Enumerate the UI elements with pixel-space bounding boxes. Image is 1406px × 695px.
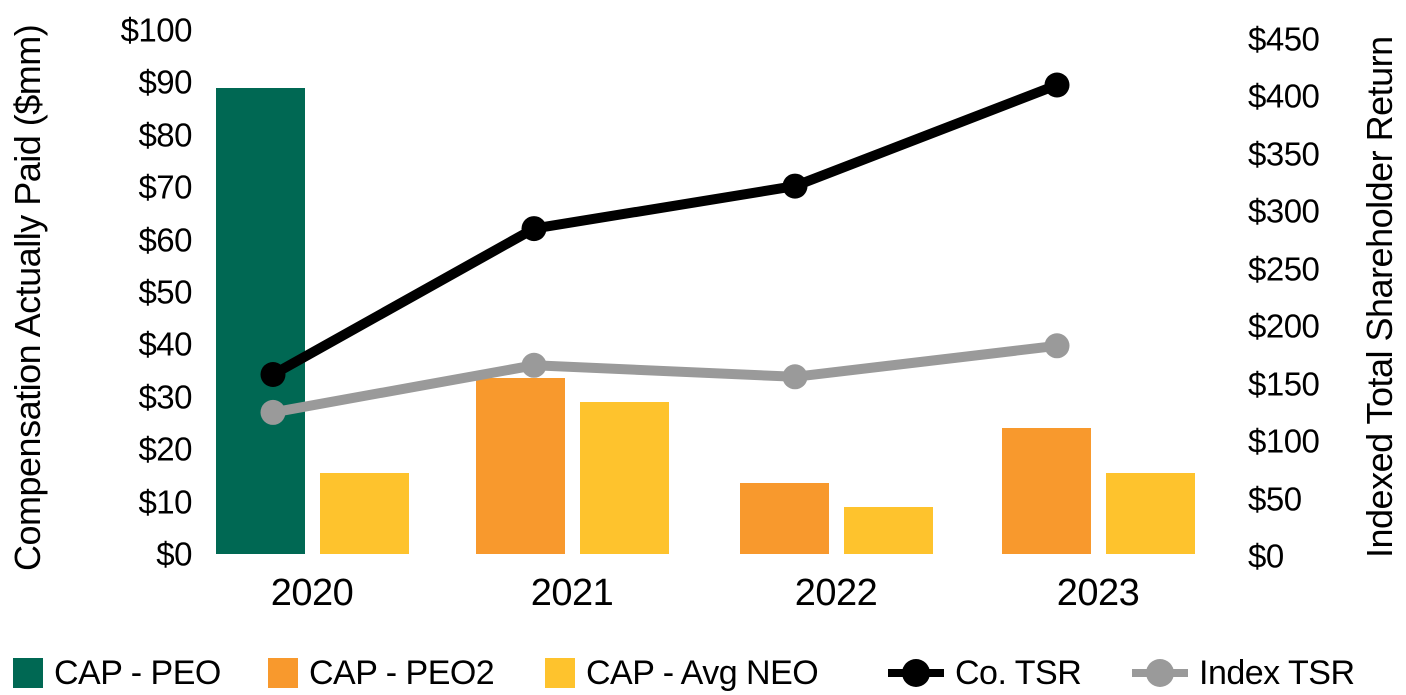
legend-label-index-tsr: Index TSR [1199,653,1355,692]
right-axis-tick-50: $50 [1248,480,1302,518]
x-axis-label-2021: 2021 [530,572,614,614]
legend-label-co-tsr: Co. TSR [955,653,1082,692]
co-tsr-line-marker-icon [888,659,944,687]
bar-cap-peo2-2023 [1002,428,1091,554]
legend-item-cap-peo2: CAP - PEO2 [268,644,495,695]
bar-cap-peo2-2022 [740,483,829,554]
right-axis-tick-350: $350 [1248,135,1320,173]
x-axis-label-2020: 2020 [270,572,354,614]
co-tsr-marker-2023 [1044,72,1070,98]
bar-cap-avg-neo-2020 [320,472,409,554]
index-tsr-marker-2021 [521,352,547,378]
co-tsr-line [268,80,1062,380]
right-axis-title: Indexed Total Shareholder Return [1359,36,1400,559]
right-axis-tick-200: $200 [1248,307,1320,345]
right-axis-tick-250: $250 [1248,250,1320,288]
bar-cap-avg-neo-2022 [844,506,933,554]
legend-label-cap-peo2: CAP - PEO2 [309,653,495,692]
bar-cap-peo-2020 [216,87,305,554]
bar-cap-avg-neo-2023 [1106,472,1195,554]
x-axis-label-2023: 2023 [1056,572,1140,614]
left-axis-tick-30: $30 [138,378,192,416]
bar-cap-peo2-2021 [476,378,565,554]
index-tsr-line-marker-icon [1132,659,1188,687]
x-axis-label-2022: 2022 [794,572,878,614]
right-axis-tick-450: $450 [1248,20,1320,58]
right-axis-tick-300: $300 [1248,192,1320,230]
left-axis-tick-10: $10 [138,483,192,521]
legend-item-cap-peo: CAP - PEO [13,644,221,695]
index-tsr-marker-2022 [782,364,808,390]
index-tsr-marker-2023 [1044,333,1070,359]
right-axis-tick-400: $400 [1248,77,1320,115]
cap-peo2-swatch [268,658,298,688]
co-tsr-marker-2021 [521,216,547,242]
left-axis-tick-60: $60 [138,221,192,259]
legend-item-cap-avg-neo: CAP - Avg NEO [545,644,819,695]
left-axis-tick-40: $40 [138,325,192,363]
cap-avg-neo-swatch [545,658,575,688]
right-axis-tick-100: $100 [1248,422,1320,460]
legend-label-cap-avg-neo: CAP - Avg NEO [586,653,819,692]
co-tsr-marker-2022 [782,173,808,199]
right-axis-tick-150: $150 [1248,365,1320,403]
left-axis-tick-50: $50 [138,273,192,311]
left-axis-tick-70: $70 [138,168,192,206]
left-axis-tick-100: $100 [120,11,193,49]
right-axis-tick-0: $0 [1248,537,1284,575]
left-axis-tick-0: $0 [156,535,192,573]
legend-item-co-tsr: Co. TSR [888,644,1082,695]
left-axis-tick-80: $80 [138,116,192,154]
cap-peo-swatch [13,658,43,688]
legend-label-cap-peo: CAP - PEO [54,653,221,692]
left-axis-tick-90: $90 [138,63,192,101]
bar-cap-avg-neo-2021 [580,402,669,554]
left-axis-tick-20: $20 [138,430,192,468]
legend-item-index-tsr: Index TSR [1132,644,1355,695]
